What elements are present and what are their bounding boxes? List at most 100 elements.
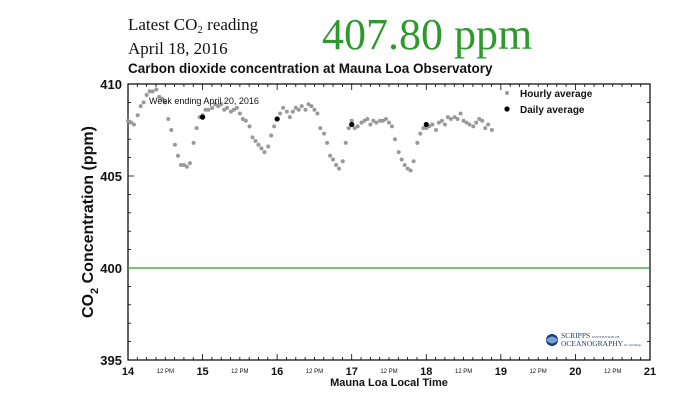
hourly-point [147, 89, 152, 94]
hourly-point [362, 118, 367, 123]
hourly-point [458, 111, 463, 116]
hourly-point [477, 116, 482, 121]
hourly-point [306, 102, 311, 107]
hourly-point [178, 162, 183, 167]
legend: Hourly average Daily average [504, 89, 593, 116]
daily-point [274, 116, 280, 122]
y-axis-label-co: CO [80, 294, 97, 318]
daily-point [349, 121, 355, 128]
noon-tick-label: 12 PM [455, 369, 472, 375]
week-annotation: Week ending April 20, 2016 [149, 96, 259, 106]
hourly-point [461, 118, 466, 123]
hourly-point [206, 107, 211, 112]
hourly-point [191, 140, 196, 145]
hourly-point [256, 142, 261, 147]
latest-value: 407.80 ppm [322, 10, 533, 59]
hourly-point [150, 89, 155, 94]
x-tick-label: 19 [495, 366, 507, 378]
hourly-point [439, 118, 444, 123]
hourly-point [272, 124, 277, 129]
hourly-point [144, 93, 149, 98]
hourly-point [430, 122, 435, 127]
hourly-point [464, 120, 469, 125]
hourly-point [309, 104, 314, 109]
hourly-point [474, 120, 479, 125]
x-tick-labels: 14 15 16 17 18 19 20 21 [122, 366, 656, 378]
hourly-point [138, 104, 143, 109]
hourly-point [175, 153, 180, 158]
hourly-point [489, 128, 494, 132]
latest-prefix: Latest CO [128, 15, 198, 34]
hourly-point [486, 122, 491, 127]
noon-tick-label: 12 PM [380, 369, 397, 375]
logo-line2: OCEANOGRAPHYUC San Diego [561, 339, 642, 348]
noon-tick-label: 12 PM [231, 369, 248, 375]
hourly-point [387, 120, 391, 125]
hourly-point [160, 96, 165, 101]
x-tick-label: 14 [122, 366, 135, 378]
hourly-point [216, 104, 221, 109]
hourly-point [187, 161, 192, 166]
hourly-point [408, 168, 413, 173]
hourly-point [237, 111, 242, 116]
hourly-point [374, 120, 379, 125]
hourly-point [184, 164, 189, 169]
daily-point [423, 121, 429, 128]
x-tick-label: 21 [644, 366, 656, 378]
hourly-point [325, 140, 330, 145]
hourly-point [312, 107, 317, 112]
hourly-point [331, 157, 336, 162]
latest-suffix: reading [202, 15, 259, 34]
hourly-series [126, 87, 494, 173]
daily-series [199, 114, 429, 128]
hourly-point [455, 116, 460, 121]
noon-tick-label: 12 PM [306, 369, 323, 375]
hourly-point [340, 159, 345, 164]
hourly-point [448, 116, 453, 121]
hourly-point [284, 109, 289, 114]
hourly-point [128, 120, 133, 125]
hourly-point [222, 107, 227, 112]
x-tick-label: 18 [420, 366, 432, 378]
hourly-point [452, 115, 457, 120]
hourly-point [154, 87, 159, 92]
logo-line1: SCRIPPS INSTITUTION OF [561, 331, 620, 340]
hourly-point [262, 150, 267, 155]
hourly-point [172, 142, 177, 147]
hourly-point [411, 159, 416, 164]
hourly-point [483, 126, 488, 131]
hourly-point [480, 118, 485, 123]
tick-marks [127, 83, 651, 361]
y-tick-label: 395 [100, 353, 122, 368]
hourly-point [349, 118, 354, 123]
hourly-point [247, 124, 252, 129]
hourly-point [381, 118, 386, 123]
hourly-point [399, 157, 404, 162]
hourly-point [442, 122, 447, 127]
legend-hourly-marker [505, 91, 509, 95]
hourly-point [210, 105, 215, 110]
hourly-point [296, 107, 301, 112]
legend-daily-label: Daily average [520, 105, 585, 116]
hourly-point [166, 116, 171, 121]
hourly-point [378, 118, 383, 123]
hourly-point [467, 122, 472, 127]
hourly-point [259, 146, 264, 151]
hourly-point [243, 118, 248, 123]
hourly-point [219, 102, 224, 107]
hourly-point [318, 126, 323, 131]
hourly-point [365, 116, 370, 121]
hourly-point [240, 116, 245, 121]
hourly-point [405, 166, 410, 171]
hourly-point [418, 131, 423, 136]
hourly-point [471, 124, 476, 129]
y-tick-labels: 395 400 405 410 [100, 77, 122, 368]
hourly-point [392, 137, 397, 142]
hourly-point [169, 128, 174, 132]
hourly-point [415, 140, 420, 145]
x-tick-label: 16 [271, 366, 283, 378]
hourly-point [352, 126, 357, 131]
hourly-point [424, 126, 429, 131]
hourly-point [126, 118, 130, 123]
